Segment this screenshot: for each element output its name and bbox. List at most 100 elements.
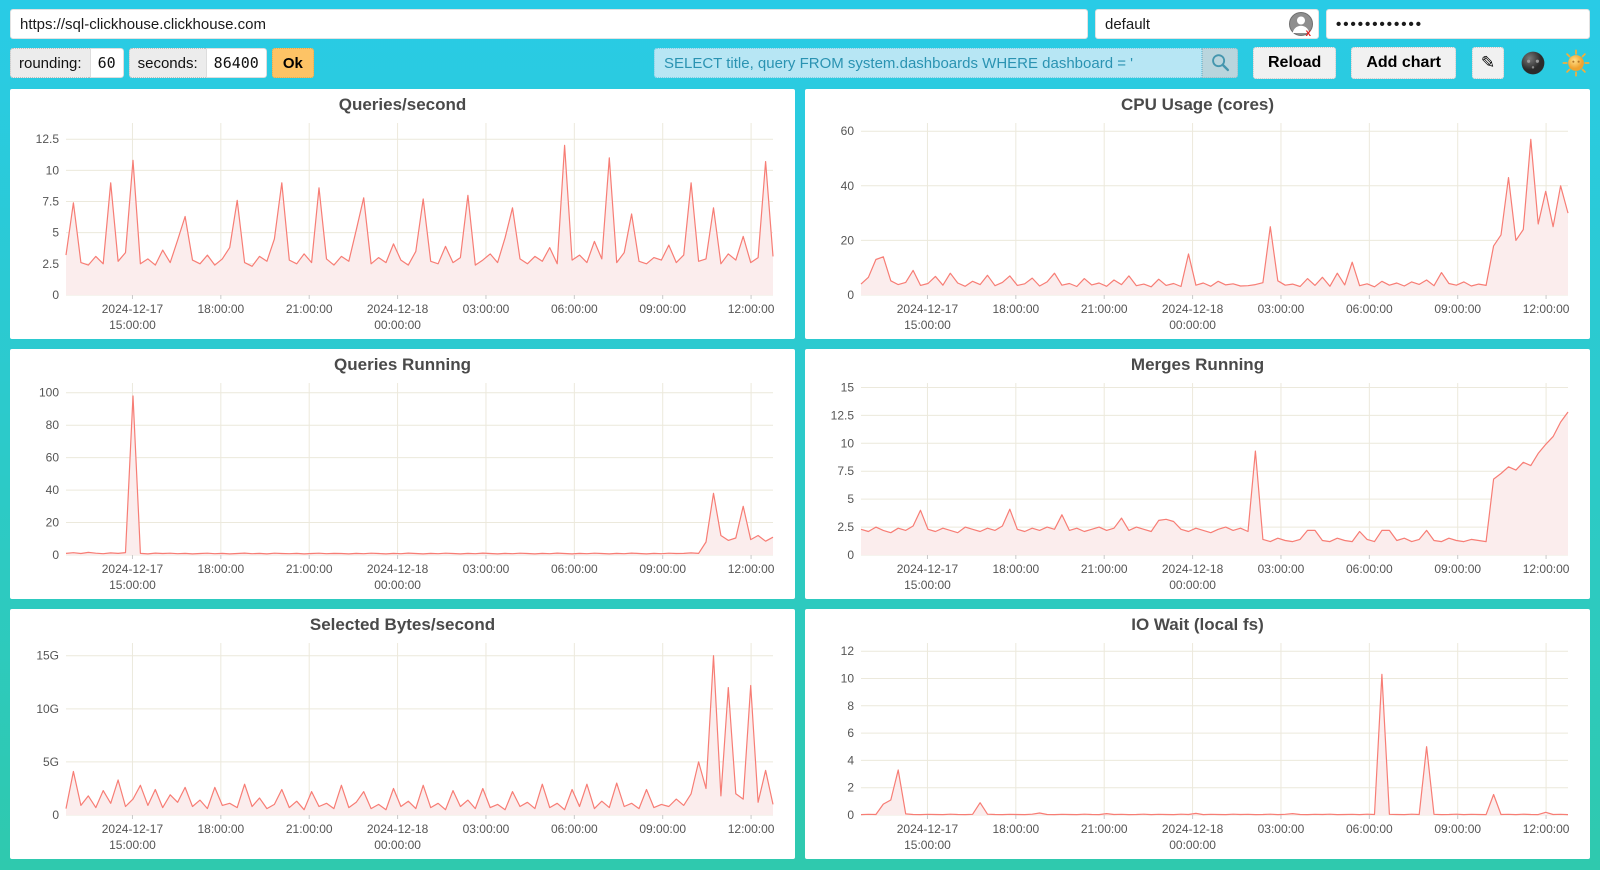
- y-axis-tick-label: 2.5: [42, 257, 59, 271]
- series-area-fill: [66, 655, 773, 815]
- x-axis-tick-label: 09:00:00: [1434, 822, 1481, 836]
- x-axis-tick-label: 06:00:00: [551, 302, 598, 316]
- y-axis-tick-label: 10: [46, 163, 60, 177]
- x-axis-tick-label: 2024-12-17: [102, 562, 164, 576]
- y-axis-tick-label: 40: [841, 179, 855, 193]
- theme-light-toggle[interactable]: [1562, 49, 1590, 77]
- y-axis-tick-label: 0: [52, 808, 59, 822]
- x-axis-tick-label: 00:00:00: [374, 838, 421, 852]
- y-axis-tick-label: 15: [841, 380, 855, 394]
- x-axis-tick-label: 12:00:00: [728, 562, 775, 576]
- add-chart-button[interactable]: Add chart: [1351, 47, 1456, 79]
- x-axis-tick-label: 00:00:00: [374, 578, 421, 592]
- x-axis-tick-label: 21:00:00: [1081, 302, 1128, 316]
- x-axis-tick-label: 2024-12-18: [367, 302, 429, 316]
- x-axis-tick-label: 2024-12-18: [1162, 302, 1224, 316]
- edit-queries-button[interactable]: ✎: [1472, 47, 1504, 79]
- y-axis-tick-label: 12.5: [831, 408, 855, 422]
- x-axis-tick-label: 2024-12-17: [897, 822, 959, 836]
- x-axis-tick-label: 09:00:00: [639, 302, 686, 316]
- chart-plot-area[interactable]: 0 20 40 60 2024-12-17 15:00:00 18:00:00 21:00:0…: [813, 117, 1582, 335]
- seconds-control: seconds: 86400: [128, 48, 267, 78]
- x-axis-tick-label: 00:00:00: [374, 318, 421, 332]
- server-url-input[interactable]: [10, 9, 1088, 39]
- chart-card-queries-running: Queries Running 0 20 40 60 80 100 2024-12-17 15:…: [10, 349, 795, 599]
- series-area-fill: [66, 396, 773, 555]
- reload-button[interactable]: Reload: [1252, 47, 1337, 79]
- user-field-wrap: x: [1095, 9, 1319, 39]
- series-line: [65, 395, 774, 555]
- seconds-label: seconds:: [128, 48, 206, 78]
- x-axis-tick-label: 2024-12-18: [367, 562, 429, 576]
- x-axis-tick-label: 00:00:00: [1169, 838, 1216, 852]
- x-axis-tick-label: 03:00:00: [1258, 822, 1305, 836]
- series-line: [860, 673, 1569, 816]
- x-axis-tick-label: 09:00:00: [639, 562, 686, 576]
- x-axis-tick-label: 15:00:00: [904, 578, 951, 592]
- x-axis-tick-label: 18:00:00: [992, 302, 1039, 316]
- x-axis-tick-label: 18:00:00: [197, 822, 244, 836]
- x-axis-tick-label: 12:00:00: [728, 302, 775, 316]
- x-axis-tick-label: 2024-12-18: [1162, 562, 1224, 576]
- rounding-value-input[interactable]: 60: [89, 48, 124, 78]
- seconds-value-input[interactable]: 86400: [205, 48, 267, 78]
- username-input[interactable]: [1095, 9, 1319, 39]
- rounding-label: rounding:: [10, 48, 90, 78]
- x-axis-tick-label: 2024-12-18: [367, 822, 429, 836]
- series-line: [65, 144, 774, 267]
- run-query-button[interactable]: [1201, 48, 1238, 78]
- dashboard-query-group: [653, 48, 1238, 78]
- x-axis-tick-label: 21:00:00: [1081, 562, 1128, 576]
- chart-title: Queries Running: [334, 355, 471, 374]
- dashboard-query-input[interactable]: [653, 48, 1202, 78]
- y-axis-tick-label: 5: [52, 226, 59, 240]
- x-axis-tick-label: 15:00:00: [109, 318, 156, 332]
- chart-plot-area[interactable]: 0 5G 10G 15G 2024-12-17 15:00:00 18:00:00 21:00…: [18, 637, 787, 855]
- y-axis-tick-label: 10G: [36, 702, 59, 716]
- x-axis-tick-label: 18:00:00: [992, 822, 1039, 836]
- y-axis-tick-label: 12: [841, 644, 855, 658]
- x-axis-tick-label: 2024-12-17: [102, 302, 164, 316]
- y-axis-tick-label: 80: [46, 418, 60, 432]
- x-axis-tick-label: 18:00:00: [197, 302, 244, 316]
- x-axis-tick-label: 09:00:00: [1434, 302, 1481, 316]
- chart-plot-area[interactable]: 0 20 40 60 80 100 2024-12-17 15:00:00 18:00:00 21…: [18, 377, 787, 595]
- y-axis-tick-label: 2: [847, 781, 854, 795]
- x-axis-tick-label: 06:00:00: [1346, 562, 1393, 576]
- y-axis-tick-label: 100: [39, 386, 59, 400]
- x-axis-tick-label: 15:00:00: [109, 578, 156, 592]
- password-input[interactable]: [1326, 9, 1590, 39]
- y-axis-tick-label: 8: [847, 699, 854, 713]
- y-axis-tick-label: 10: [841, 436, 855, 450]
- y-axis-tick-label: 0: [847, 288, 854, 302]
- series-area-fill: [66, 145, 773, 295]
- chart-card-io-wait-local-fs: IO Wait (local fs) 0 2 4 6 8 10 12 2024-12-17 15:…: [805, 609, 1590, 859]
- x-axis-tick-label: 06:00:00: [551, 822, 598, 836]
- chart-plot-area[interactable]: 0 2.5 5 7.5 10 12.5 2024-12-17 15:00:00 18:00:00…: [18, 117, 787, 335]
- x-axis-tick-label: 21:00:00: [286, 302, 333, 316]
- y-axis-tick-label: 2.5: [837, 520, 854, 534]
- chart-title: IO Wait (local fs): [1131, 615, 1264, 634]
- chart-card-queries-second: Queries/second 0 2.5 5 7.5 10 12.5 2024-12-17 15…: [10, 89, 795, 339]
- y-axis-tick-label: 40: [46, 483, 60, 497]
- chart-card-merges-running: Merges Running 0 2.5 5 7.5 10 12.5 15 2024-12-17…: [805, 349, 1590, 599]
- chart-plot-area[interactable]: 0 2 4 6 8 10 12 2024-12-17 15:00:00 18:00:00 21:00…: [813, 637, 1582, 855]
- y-axis-tick-label: 60: [46, 451, 60, 465]
- chart-title: Selected Bytes/second: [309, 615, 496, 634]
- controls-bar: rounding: 60 seconds: 86400 Ok Reload Ad…: [10, 47, 1590, 79]
- account-blocked-icon[interactable]: x: [1288, 11, 1314, 39]
- theme-dark-toggle[interactable]: [1519, 49, 1547, 77]
- x-axis-tick-label: 00:00:00: [1169, 578, 1216, 592]
- series-area-fill: [861, 674, 1568, 815]
- x-axis-tick-label: 2024-12-17: [897, 302, 959, 316]
- y-axis-tick-label: 10: [841, 671, 855, 685]
- x-axis-tick-label: 09:00:00: [1434, 562, 1481, 576]
- ok-button[interactable]: Ok: [271, 48, 314, 78]
- charts-grid: Queries/second 0 2.5 5 7.5 10 12.5 2024-12-17 15…: [10, 89, 1590, 859]
- series-line: [860, 138, 1569, 288]
- chart-title: Queries/second: [338, 95, 467, 114]
- x-axis-tick-label: 03:00:00: [463, 562, 510, 576]
- chart-plot-area[interactable]: 0 2.5 5 7.5 10 12.5 15 2024-12-17 15:00:00 18:00:…: [813, 377, 1582, 595]
- x-axis-tick-label: 12:00:00: [728, 822, 775, 836]
- x-axis-tick-label: 03:00:00: [1258, 302, 1305, 316]
